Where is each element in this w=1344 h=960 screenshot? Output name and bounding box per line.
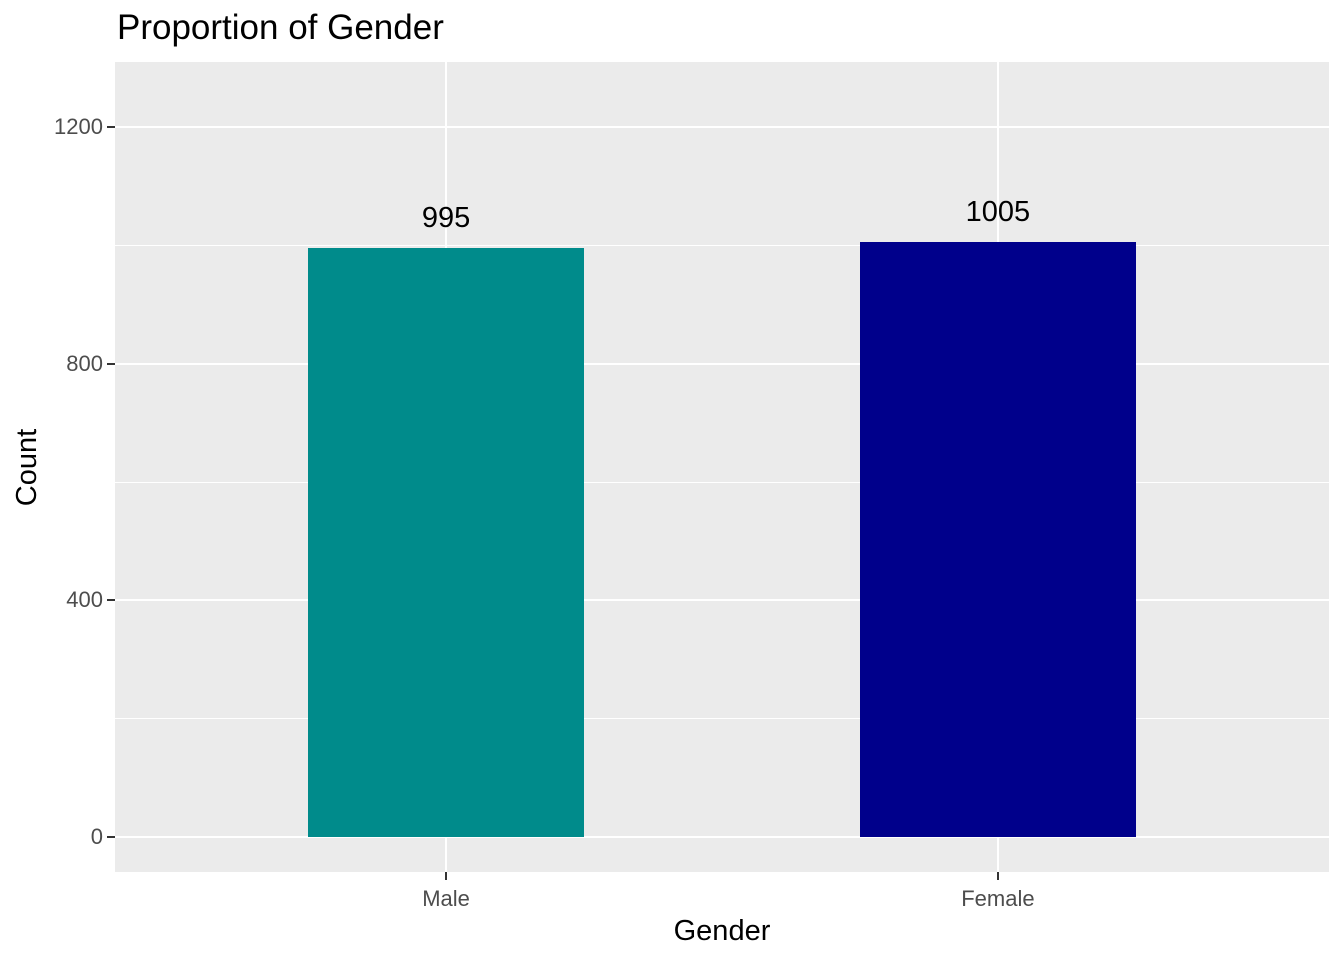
y-tick-mark — [107, 126, 115, 128]
gridline-minor — [115, 244, 1329, 246]
x-tick-mark — [996, 872, 999, 880]
x-tick-label: Female — [961, 886, 1035, 911]
gridline-major — [115, 599, 1329, 602]
x-tick-mark — [445, 872, 448, 880]
y-tick-label: 0 — [90, 824, 103, 849]
y-tick-mark — [107, 362, 115, 365]
chart-title: Proportion of Gender — [117, 8, 444, 47]
gridline-major — [115, 362, 1329, 365]
y-axis-title-text: Count — [11, 428, 44, 506]
y-axis-title: Count — [6, 62, 50, 872]
y-tick-mark — [107, 599, 115, 602]
bar-value-label: 995 — [421, 202, 471, 235]
gridline-major — [115, 126, 1329, 128]
y-tick-label: 1200 — [54, 114, 103, 139]
gridline-major — [115, 836, 1329, 838]
y-tick-label: 400 — [66, 587, 103, 613]
x-tick-label: Male — [422, 886, 470, 911]
bar-female — [859, 242, 1136, 837]
y-tick-mark — [107, 836, 115, 838]
bar-male — [308, 248, 585, 837]
plot-panel — [115, 62, 1329, 872]
y-tick-label: 800 — [66, 350, 103, 376]
gridline-minor — [115, 718, 1329, 720]
bar-value-label: 1005 — [965, 196, 1031, 229]
gridline-minor — [115, 481, 1329, 483]
x-axis-title: Gender — [673, 915, 771, 947]
